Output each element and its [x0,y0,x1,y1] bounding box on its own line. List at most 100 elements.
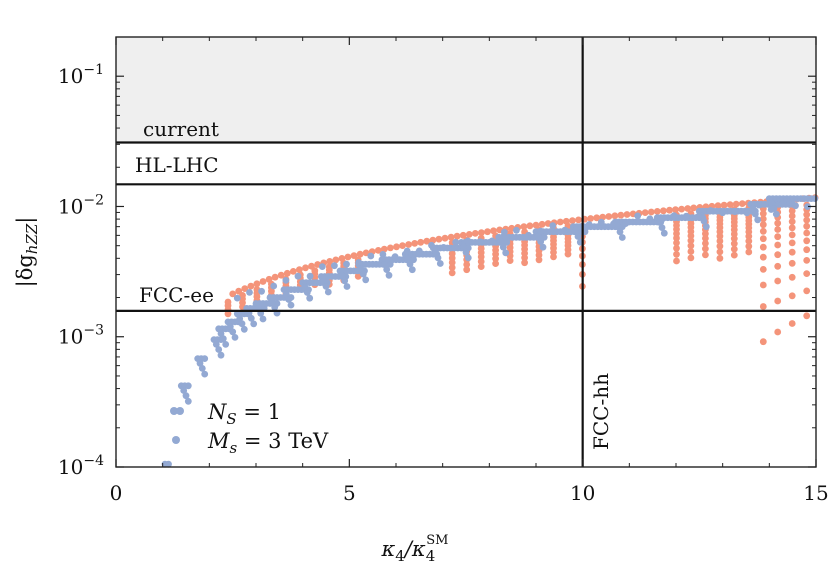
orange-point-318 [623,211,631,218]
orange-point-241 [745,242,753,250]
orange-point-295 [484,228,491,236]
blue-point-80 [287,301,295,309]
orange-point-285 [423,237,431,245]
orange-point-232 [759,281,767,289]
orange-point-326 [672,206,679,214]
blue-point-7 [184,397,192,405]
orange-point-304 [538,220,546,228]
blue-point-340 [428,241,435,249]
y-tick-label-1: 10−3 [58,323,104,349]
orange-point-173 [477,258,485,265]
orange-point-272 [344,253,352,261]
blue-point-327 [270,282,278,290]
orange-point-250 [774,328,782,336]
orange-point-144 [759,227,767,235]
blue-point-33 [231,334,239,341]
orange-point-212 [535,256,543,264]
blue-point-341 [440,244,447,251]
blue-series [161,195,819,468]
blue-point-350 [549,222,557,230]
orange-point-58 [788,207,796,215]
orange-point-273 [350,252,358,259]
blue-point-59 [259,315,267,323]
x-tick-label-0: 0 [110,481,123,505]
orange-series [224,194,819,346]
orange-point-301 [520,223,528,231]
orange-point-86 [759,215,767,223]
blue-point-200 [502,249,510,257]
blue-point-338 [403,247,411,255]
blue-point-235 [574,233,582,240]
orange-point-169 [788,231,796,239]
orange-point-245 [803,287,811,295]
blue-point-364 [719,209,727,217]
legend: NS = 1 Ms = 3 TeV [170,400,329,457]
y-tick-label-0: 10−4 [58,453,104,479]
orange-point-231 [745,237,753,245]
orange-point-258 [259,278,267,285]
blue-point-49 [250,320,258,328]
orange-point-220 [730,235,738,243]
legend-marker-ns [170,407,178,415]
orange-point-279 [387,244,394,252]
y-tick-label-2: 10−2 [58,192,104,218]
orange-point-171 [448,264,456,271]
blue-point-91 [306,294,314,302]
legend-ms: Ms = 3 TeV [207,429,329,457]
orange-point-195 [506,257,514,264]
blue-point-349 [537,227,545,235]
x-tick-label-2: 10 [570,481,595,505]
orange-point-255 [241,285,249,292]
blue-point-113 [343,283,351,290]
orange-point-252 [803,312,811,320]
orange-point-261 [277,271,285,279]
orange-point-174 [492,255,499,263]
blue-point-126 [362,276,370,284]
blue-point-333 [343,260,350,268]
blue-point-4 [184,382,192,390]
blue-point-366 [743,209,751,217]
orange-point-216 [673,244,680,252]
orange-point-182 [687,232,695,240]
blue-point-48 [247,314,255,322]
blue-point-216 [534,233,542,240]
blue-point-26 [222,341,230,348]
blue-point-124 [357,265,365,273]
orange-point-262 [283,269,291,277]
orange-point-277 [374,247,382,254]
legend-marker-ms [172,436,180,444]
orange-point-294 [478,229,485,237]
orange-point-309 [569,217,576,225]
orange-point-336 [732,200,740,208]
orange-point-196 [521,254,528,262]
blue-point-304 [749,205,757,213]
orange-point-329 [690,204,698,212]
blue-point-18 [215,346,223,353]
blue-point-344 [476,238,484,246]
excluded-region-current [116,37,816,143]
orange-point-333 [714,202,722,210]
blue-point-137 [380,261,388,268]
blue-point-166 [436,260,444,267]
label-fcc-ee: FCC-ee [139,283,214,307]
blue-point-112 [341,277,349,285]
orange-point-292 [465,231,473,238]
orange-point-218 [702,240,709,247]
orange-point-151 [448,259,456,266]
orange-point-224 [788,259,796,267]
blue-point-17 [212,341,220,348]
blue-point-252 [616,228,624,236]
blue-point-363 [707,207,714,214]
blue-point-370 [792,202,799,210]
orange-point-203 [702,235,709,242]
orange-point-270 [332,256,340,264]
orange-point-167 [759,235,767,243]
orange-point-168 [774,233,782,241]
orange-point-226 [673,250,680,258]
x-axis-title: κ4/κ4SM [381,533,449,565]
orange-point-312 [587,215,594,222]
orange-point-286 [429,236,437,244]
orange-point-334 [720,201,728,209]
orange-point-303 [532,221,540,229]
